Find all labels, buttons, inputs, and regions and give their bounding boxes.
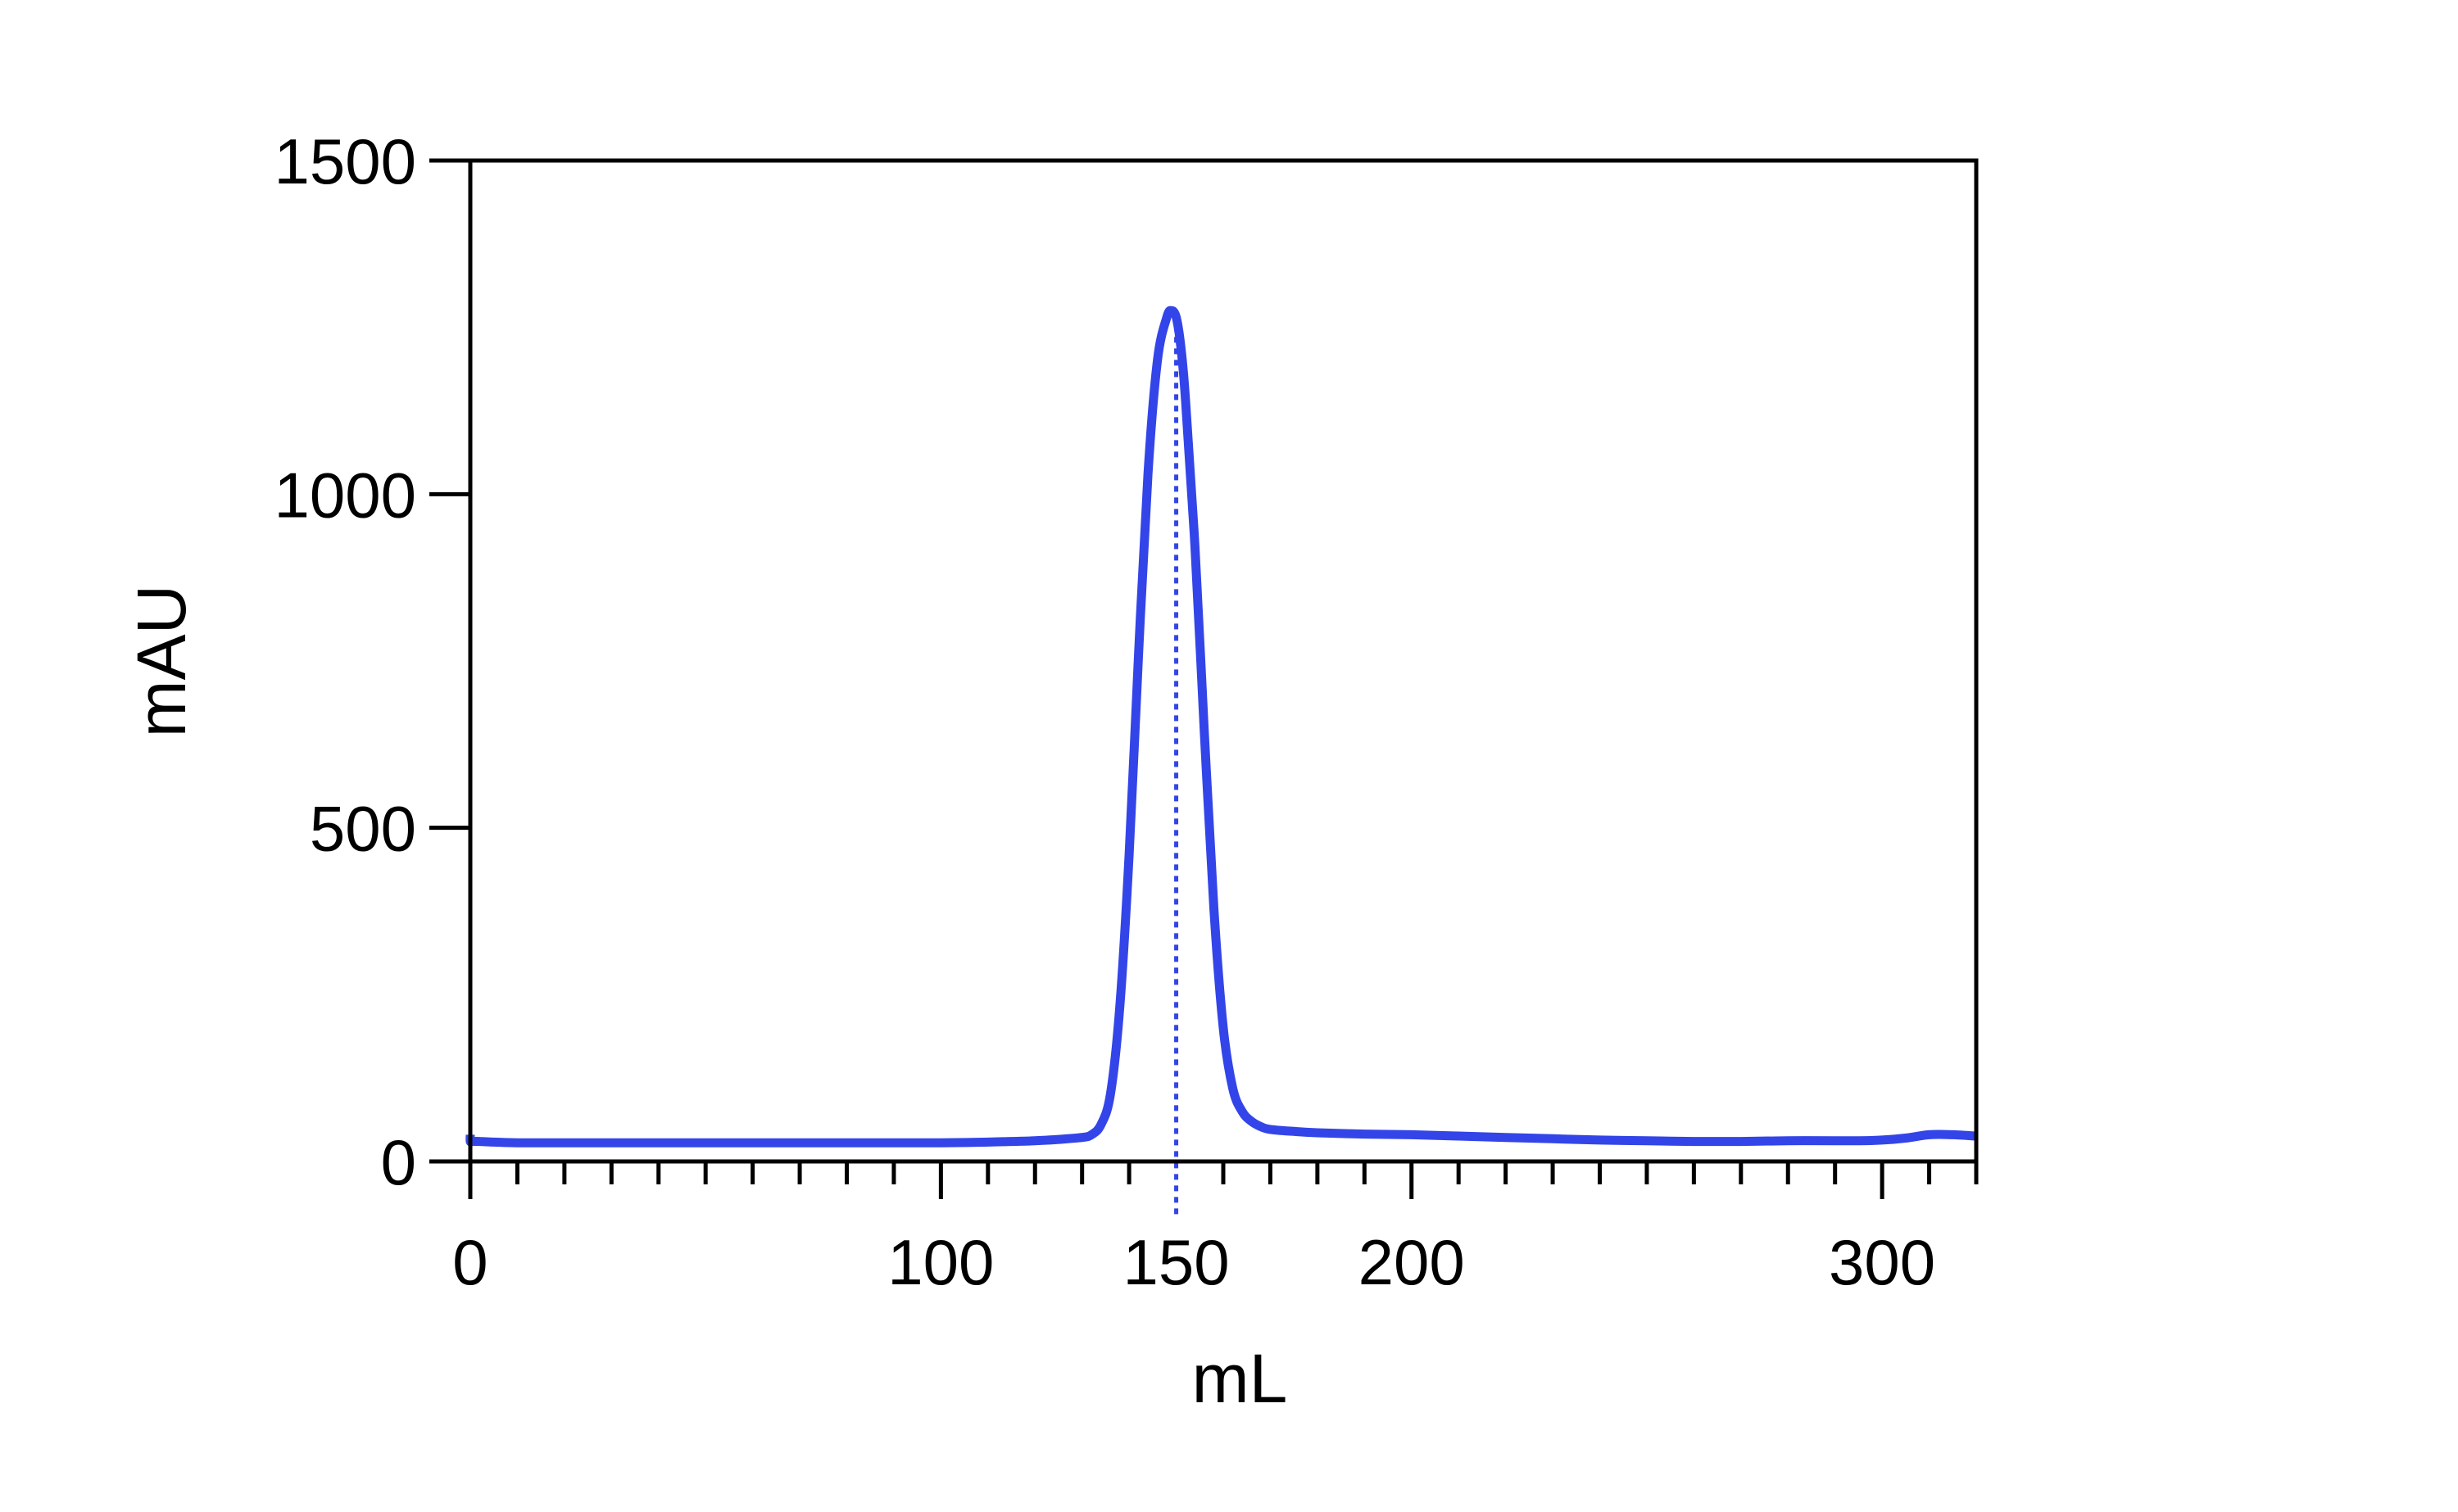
y-tick-label: 1000 (274, 459, 416, 531)
y-tick-label: 0 (381, 1126, 416, 1198)
peak-marker-label: 150 (1122, 1226, 1229, 1298)
y-axis-title: mAU (123, 585, 200, 738)
tick-labels: 0 100 150 200 300 0 500 1000 1500 (274, 125, 1935, 1298)
x-tick-label: 300 (1829, 1226, 1935, 1298)
axis-ticks (429, 158, 1884, 1199)
y-tick-label: 1500 (274, 125, 416, 197)
plot-frame (468, 158, 1979, 1164)
x-tick-label: 200 (1358, 1226, 1465, 1298)
x-tick-label: 0 (452, 1226, 488, 1298)
series-line (465, 306, 1977, 1148)
y-tick-label: 500 (310, 793, 416, 865)
x-minor-ticks (515, 1161, 1979, 1184)
x-tick-label: 100 (887, 1226, 994, 1298)
x-axis-title: mL (1192, 1340, 1288, 1417)
